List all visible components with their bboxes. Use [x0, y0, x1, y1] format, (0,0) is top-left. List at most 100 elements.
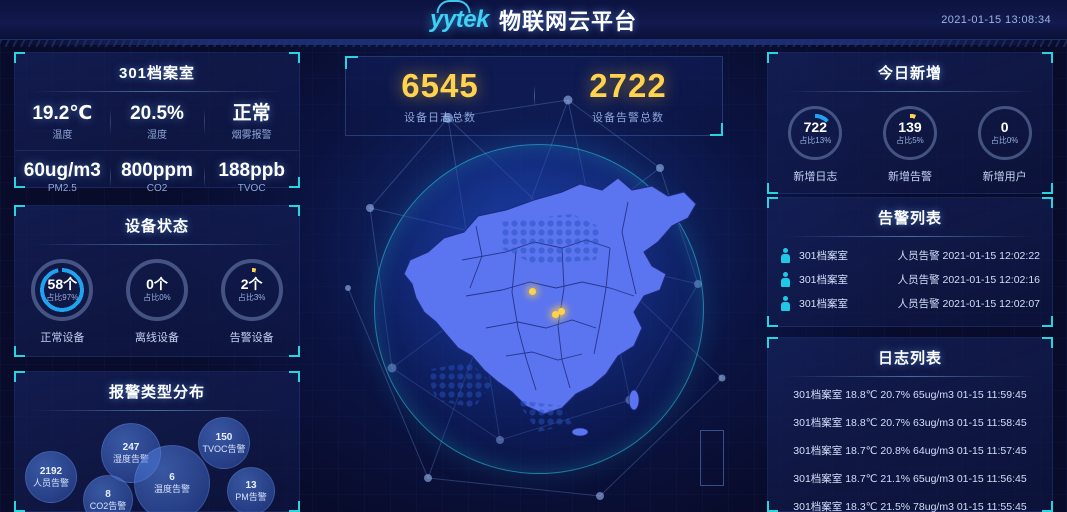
kpi-total-logs: 6545 设备日志总数 — [346, 67, 534, 125]
corner-bracket-icon — [1042, 501, 1053, 512]
header-datetime: 2021-01-15 13:08:34 — [941, 13, 1051, 26]
corner-bracket-icon — [289, 501, 300, 512]
today-new-item-2[interactable]: 0 占比0% 新增用户 — [958, 106, 1052, 184]
bubble-label: CO2告警 — [89, 500, 127, 511]
ring-gauge: 722 占比13% — [788, 106, 843, 160]
corner-bracket-icon — [767, 197, 778, 208]
map-inset-box — [700, 430, 724, 486]
bubble-label: TVOC告警 — [202, 443, 246, 454]
metrics-row-bottom: 60ug/m3 PM2.5 800ppm CO2 188ppb TVOC — [15, 149, 299, 194]
kpi-label: 设备告警总数 — [592, 112, 664, 124]
alarm-bubble-0[interactable]: 2192 人员告警 — [25, 451, 77, 503]
today-new-rings: 722 占比13% 新增日志 139 占比5% 新增告警 0 占比0% 新增用户 — [768, 106, 1052, 184]
log-list-item[interactable]: 301档案室 18.3℃ 21.5% 78ug/m3 01-15 11:55:4… — [793, 501, 1027, 512]
corner-bracket-icon — [1042, 337, 1053, 348]
panel-title: 告警列表 — [877, 210, 942, 227]
metric-label: 湿度 — [147, 129, 167, 141]
alarm-bubble-3[interactable]: 6 温度告警 — [134, 445, 210, 512]
bubble-value: 13 — [245, 480, 257, 492]
alarm-message: 人员告警 2021-01-15 12:02:07 — [897, 297, 1040, 310]
alarm-message: 人员告警 2021-01-15 12:02:16 — [897, 273, 1040, 286]
corner-bracket-icon — [710, 123, 723, 136]
panel-title: 设备状态 — [124, 218, 189, 235]
metric-label: CO2 — [146, 182, 168, 194]
log-list-item[interactable]: 301档案室 18.7℃ 21.1% 65ug/m3 01-15 11:56:4… — [793, 473, 1027, 485]
ring-count: 0个 — [146, 275, 168, 292]
corner-bracket-icon — [289, 177, 300, 188]
ring-gauge: 139 占比5% — [882, 106, 937, 160]
alarm-message: 人员告警 2021-01-15 12:02:22 — [897, 249, 1040, 262]
ring-count: 0 — [1000, 118, 1009, 135]
alarm-list-item[interactable]: 301档案室 人员告警 2021-01-15 12:02:22 — [768, 243, 1052, 267]
metric-temperature: 19.2℃ 温度 — [15, 103, 110, 141]
ring-gauge: 0 占比0% — [977, 106, 1032, 160]
alarm-room: 301档案室 — [799, 249, 849, 262]
corner-bracket-icon — [14, 177, 25, 188]
metric-value: 188ppb — [218, 159, 285, 181]
kpi-value: 6545 — [401, 67, 479, 104]
bubble-label: 温度告警 — [153, 483, 190, 494]
alarm-list-item[interactable]: 301档案室 人员告警 2021-01-15 12:02:16 — [768, 267, 1052, 291]
metric-co2: 800ppm CO2 — [109, 160, 205, 194]
ring-count: 139 — [898, 118, 922, 135]
kpi-value: 2722 — [589, 67, 667, 104]
ring-gauge: 58个 占比97% — [31, 259, 94, 321]
ring-track — [977, 106, 1032, 160]
panel-divider — [31, 410, 283, 411]
corner-bracket-icon — [1042, 316, 1053, 327]
corner-bracket-icon — [767, 52, 778, 63]
panel-title: 日志列表 — [877, 350, 942, 367]
corner-bracket-icon — [14, 205, 25, 216]
bubble-label: 人员告警 — [32, 477, 69, 488]
device-status-rings: 58个 占比97% 正常设备 0个 占比0% 离线设备 2个 占比3% 告警设备 — [15, 259, 299, 345]
alarm-bubble-2[interactable]: 150 TVOC告警 — [198, 417, 250, 469]
alarm-room: 301档案室 — [799, 297, 849, 310]
ring-percent: 占比5% — [896, 136, 924, 146]
log-list-item[interactable]: 301档案室 18.8℃ 20.7% 63ug/m3 01-15 11:58:4… — [793, 417, 1027, 429]
center-visualization: 6545 设备日志总数 2722 设备告警总数 — [330, 48, 738, 512]
ring-caption: 新增用户 — [982, 171, 1027, 183]
map-marker[interactable] — [529, 288, 536, 295]
device-status-panel: 设备状态 58个 占比97% 正常设备 0个 占比0% 离线设备 2个 占比3%… — [14, 205, 300, 357]
panel-divider — [31, 91, 283, 92]
alarm-list-item[interactable]: 301档案室 人员告警 2021-01-15 12:02:07 — [768, 291, 1052, 315]
ring-percent: 占比0% — [990, 136, 1019, 146]
alarm-bubble-5[interactable]: 13 PM告警 — [227, 467, 275, 512]
ring-caption: 新增日志 — [793, 171, 838, 183]
log-list-item[interactable]: 301档案室 18.7℃ 20.8% 64ug/m3 01-15 11:57:4… — [793, 445, 1027, 457]
panel-divider — [31, 244, 283, 245]
map-marker[interactable] — [552, 311, 559, 318]
ring-percent: 占比97% — [46, 293, 79, 303]
kpi-total-alarms: 2722 设备告警总数 — [534, 67, 722, 125]
device-status-item-0[interactable]: 58个 占比97% 正常设备 — [15, 259, 109, 345]
ring-count: 2个 — [240, 275, 263, 292]
today-new-item-1[interactable]: 139 占比5% 新增告警 — [863, 106, 957, 184]
metric-label: 烟雾报警 — [231, 129, 272, 141]
room-metrics-panel: 301档案室 19.2℃ 温度 20.5% 湿度 正常 烟雾报警 60ug/m3… — [14, 52, 300, 194]
metric-label: 温度 — [52, 129, 73, 141]
corner-bracket-icon — [14, 371, 25, 382]
kpi-summary-box: 6545 设备日志总数 2722 设备告警总数 — [345, 56, 723, 136]
corner-bracket-icon — [1042, 197, 1053, 208]
panel-divider — [784, 91, 1036, 92]
device-status-item-2[interactable]: 2个 占比3% 告警设备 — [205, 259, 299, 345]
corner-bracket-icon — [767, 501, 778, 512]
corner-bracket-icon — [1042, 52, 1053, 63]
china-map — [366, 156, 712, 456]
metric-value: 60ug/m3 — [23, 159, 101, 181]
corner-bracket-icon — [767, 183, 778, 194]
log-list-item[interactable]: 301档案室 18.8℃ 20.7% 65ug/m3 01-15 11:59:4… — [793, 389, 1027, 401]
ring-count: 58个 — [47, 275, 78, 292]
person-icon — [780, 271, 791, 287]
app-title: 物联网云平台 — [498, 8, 637, 34]
bubble-value: 247 — [122, 442, 140, 454]
device-status-item-1[interactable]: 0个 占比0% 离线设备 — [110, 259, 204, 345]
corner-bracket-icon — [289, 205, 300, 216]
map-marker[interactable] — [558, 308, 565, 315]
ring-caption: 告警设备 — [229, 332, 274, 344]
today-new-item-0[interactable]: 722 占比13% 新增日志 — [768, 106, 862, 184]
corner-bracket-icon — [14, 501, 25, 512]
ring-gauge: 2个 占比3% — [220, 259, 283, 321]
metric-tvoc: 188ppb TVOC — [204, 160, 299, 194]
china-map-svg — [403, 177, 697, 437]
